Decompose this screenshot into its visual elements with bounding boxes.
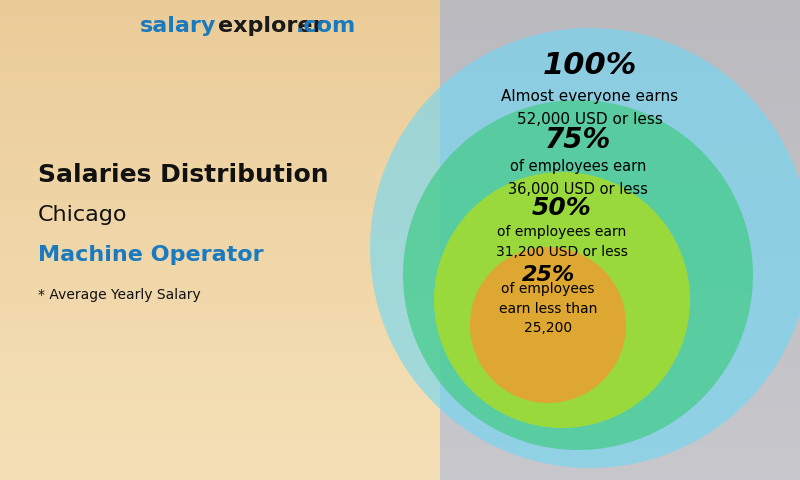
Text: 75%: 75% xyxy=(545,126,611,154)
Circle shape xyxy=(434,172,690,428)
Text: of employees
earn less than
25,200: of employees earn less than 25,200 xyxy=(499,283,597,336)
Circle shape xyxy=(470,247,626,403)
Circle shape xyxy=(403,100,753,450)
Text: .com: .com xyxy=(296,16,356,36)
Text: Machine Operator: Machine Operator xyxy=(38,245,264,265)
Text: salary: salary xyxy=(140,16,216,36)
Text: of employees earn
31,200 USD or less: of employees earn 31,200 USD or less xyxy=(496,225,628,259)
Text: * Average Yearly Salary: * Average Yearly Salary xyxy=(38,288,201,302)
Text: Chicago: Chicago xyxy=(38,205,127,225)
Text: explorer: explorer xyxy=(218,16,323,36)
Text: 50%: 50% xyxy=(532,196,592,220)
Text: 100%: 100% xyxy=(543,51,637,81)
Text: of employees earn
36,000 USD or less: of employees earn 36,000 USD or less xyxy=(508,159,648,197)
Text: 25%: 25% xyxy=(522,265,574,285)
Text: Almost everyone earns
52,000 USD or less: Almost everyone earns 52,000 USD or less xyxy=(502,89,678,127)
Text: Salaries Distribution: Salaries Distribution xyxy=(38,163,329,187)
Circle shape xyxy=(370,28,800,468)
